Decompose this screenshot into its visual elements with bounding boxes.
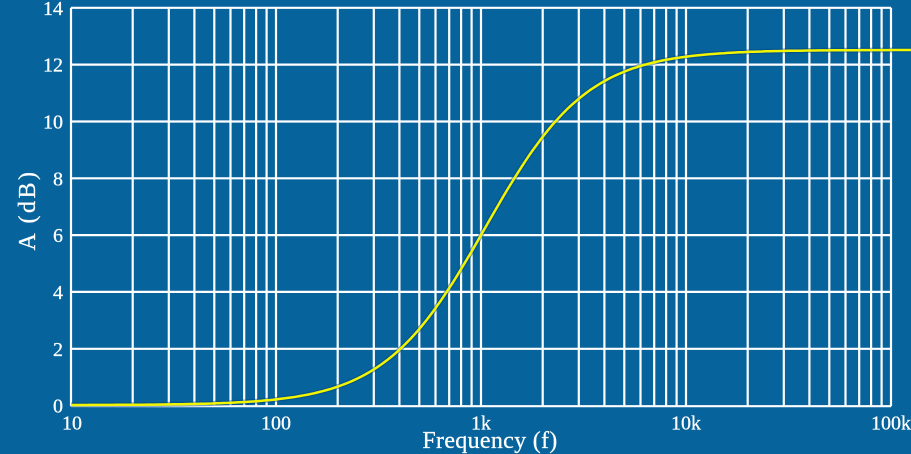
svg-text:10k: 10k bbox=[671, 413, 701, 435]
svg-text:1k: 1k bbox=[471, 413, 491, 435]
svg-text:2: 2 bbox=[53, 339, 63, 361]
svg-text:10: 10 bbox=[62, 413, 82, 435]
svg-text:12: 12 bbox=[43, 55, 63, 77]
svg-text:4: 4 bbox=[53, 282, 63, 304]
svg-text:Frequency (f): Frequency (f) bbox=[422, 428, 557, 454]
svg-text:6: 6 bbox=[53, 225, 63, 247]
svg-text:A (dB): A (dB) bbox=[15, 170, 41, 251]
svg-text:8: 8 bbox=[53, 168, 63, 190]
svg-text:14: 14 bbox=[43, 0, 63, 20]
svg-text:100: 100 bbox=[261, 413, 291, 435]
svg-text:10: 10 bbox=[43, 112, 63, 134]
svg-text:100k: 100k bbox=[871, 413, 911, 435]
svg-text:0: 0 bbox=[53, 396, 63, 418]
